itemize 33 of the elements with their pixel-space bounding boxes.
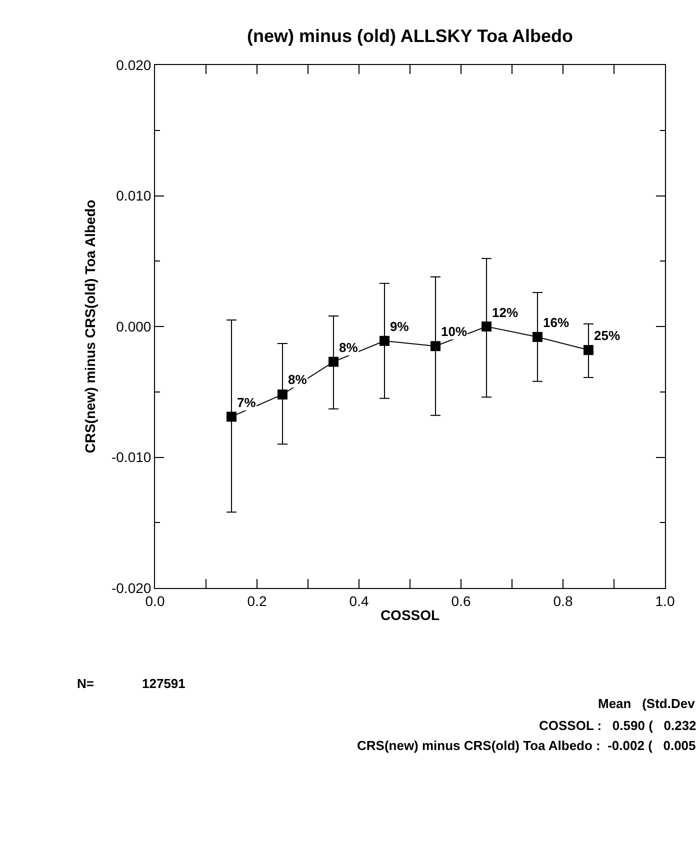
text: COSSOL : 0.590 ( 0.232: [539, 718, 696, 733]
x-tick-label: 0.8: [553, 592, 573, 609]
annotation: 7%: [237, 395, 256, 410]
y-tick-label: 0.010: [116, 188, 152, 204]
point: [584, 345, 594, 356]
x-tick-label: 0.2: [247, 592, 267, 609]
x-axis-title: COSSOL: [380, 607, 440, 624]
point: [328, 356, 338, 367]
text: 127591: [142, 676, 186, 691]
point: [226, 412, 236, 422]
y-axis-title: CRS(new) minus CRS(old) Toa Albedo: [82, 200, 98, 454]
text: Mean (Std.Dev: [598, 696, 696, 711]
annotation: 16%: [543, 315, 570, 330]
x-tick-label: 0.6: [451, 592, 471, 609]
point: [482, 322, 492, 332]
x-tick-label: 1.0: [655, 592, 675, 609]
point: [380, 336, 390, 346]
point: [430, 341, 440, 352]
annotation: 10%: [441, 324, 468, 339]
annotation: 12%: [492, 305, 518, 320]
y-tick-label: 0.020: [116, 56, 152, 73]
annotation: 9%: [390, 319, 410, 334]
point: [278, 389, 288, 400]
text: CRS(new) minus CRS(old) Toa Albedo : -0.002 ( 0.005: [357, 738, 696, 753]
point: [532, 332, 542, 342]
chart-title: (new) minus (old) ALLSKY Toa Albedo: [247, 26, 573, 46]
annotation: 25%: [594, 328, 620, 343]
annotation: 8%: [288, 372, 308, 387]
y-tick-label: -0.010: [111, 449, 152, 466]
text: N=: [77, 676, 94, 691]
y-tick-label: 0.000: [116, 318, 152, 334]
annotation: 8%: [339, 340, 358, 355]
x-tick-label: 0.4: [349, 592, 369, 609]
